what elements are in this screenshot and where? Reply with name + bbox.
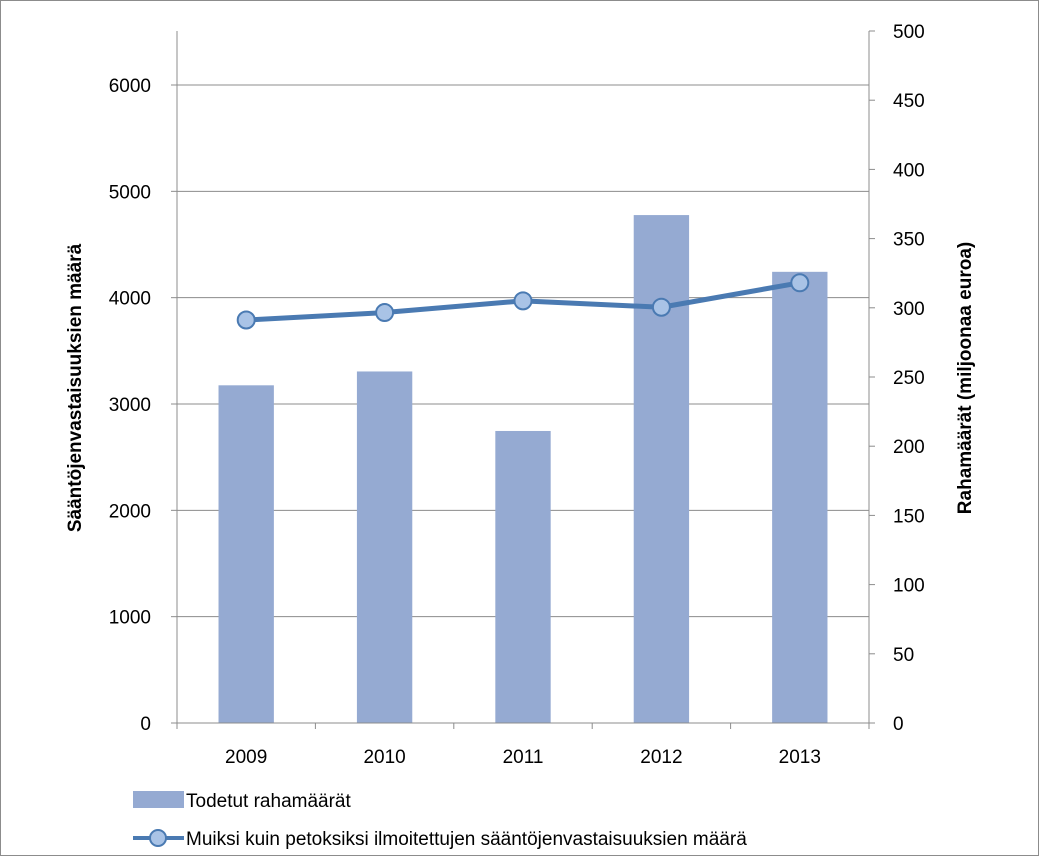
right-axis-ticks: 0 50 100 150 200 250 300 350 400 450 500 — [869, 22, 925, 735]
legend-bar-swatch — [133, 791, 184, 808]
right-tick-label: 250 — [893, 368, 925, 389]
right-tick-label: 50 — [893, 645, 914, 666]
right-tick-label: 500 — [893, 22, 925, 43]
bar — [356, 371, 413, 723]
left-tick-label: 0 — [140, 714, 151, 735]
x-tick-label: 2009 — [225, 747, 267, 768]
legend: Todetut rahamäärät Muiksi kuin petoksiks… — [133, 791, 747, 850]
left-tick-label: 6000 — [109, 76, 151, 97]
left-axis-ticks: 0 1000 2000 3000 4000 5000 6000 — [109, 76, 177, 735]
line-point — [375, 303, 395, 323]
right-tick-label: 400 — [893, 160, 925, 181]
gridlines — [177, 84, 869, 618]
x-tick-label: 2012 — [640, 747, 682, 768]
x-tick-label: 2013 — [779, 747, 821, 768]
line-point — [236, 310, 256, 330]
left-axis-title: Sääntöjenvastaisuuksien määrä — [65, 243, 86, 532]
bar-series — [218, 215, 828, 723]
line-series — [236, 273, 810, 330]
line-point — [513, 291, 533, 311]
right-axis-title: Rahamäärät (miljoonaa euroa) — [955, 242, 976, 514]
x-tick-label: 2011 — [503, 747, 544, 768]
left-tick-label: 1000 — [109, 608, 151, 629]
legend-line-label: Muiksi kuin petoksiksi ilmoitettujen sää… — [186, 829, 747, 850]
line-point — [790, 273, 810, 293]
right-tick-label: 200 — [893, 437, 925, 458]
x-axis-ticks: 2009 2010 2011 2012 2013 — [176, 723, 870, 768]
bar — [772, 271, 828, 723]
bar — [633, 215, 690, 723]
legend-line-marker — [149, 829, 167, 847]
right-tick-label: 350 — [893, 230, 925, 251]
left-tick-label: 2000 — [109, 501, 151, 522]
right-tick-label: 300 — [893, 299, 925, 320]
right-tick-label: 100 — [893, 576, 925, 597]
left-tick-label: 4000 — [109, 289, 151, 310]
bar — [218, 385, 274, 723]
left-tick-label: 5000 — [109, 182, 151, 203]
legend-bar-label: Todetut rahamäärät — [186, 791, 351, 812]
right-tick-label: 0 — [893, 714, 904, 735]
x-tick-label: 2010 — [363, 747, 405, 768]
right-tick-label: 150 — [893, 506, 925, 527]
right-tick-label: 450 — [893, 91, 925, 112]
line-point — [651, 297, 671, 317]
left-tick-label: 3000 — [109, 395, 151, 416]
bar — [495, 430, 551, 723]
